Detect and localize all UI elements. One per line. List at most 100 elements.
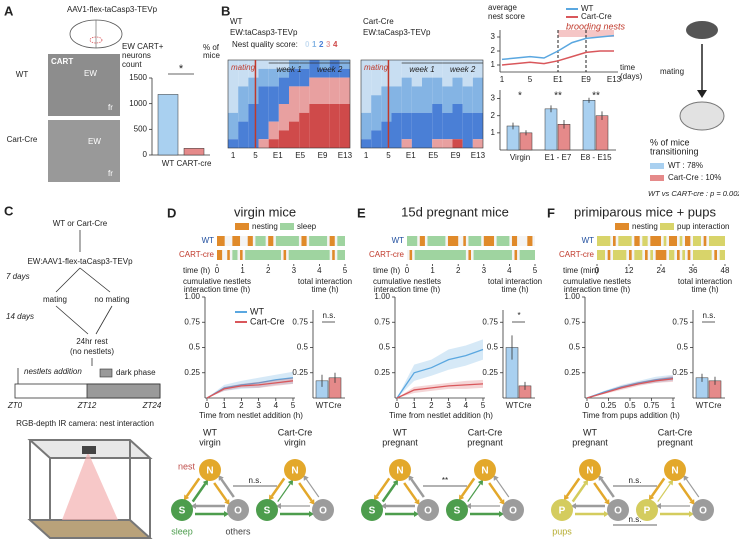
stack-segment — [299, 86, 310, 113]
transition-arrow — [571, 483, 587, 503]
panel-letter: B — [221, 3, 230, 18]
stack-segment — [401, 112, 412, 140]
ethogram-event — [629, 250, 632, 260]
chart-title: total interaction — [298, 277, 352, 286]
bar — [595, 115, 609, 151]
x-tick-label: 0 — [205, 401, 210, 410]
transition-arrow — [220, 478, 235, 498]
week-label: week 2 — [450, 65, 476, 74]
node-label: O — [424, 506, 432, 517]
flow-arrow — [55, 305, 89, 335]
ethogram-event — [427, 236, 446, 246]
stack-segment — [329, 104, 340, 148]
x-tick-label: 0.5 — [624, 401, 636, 410]
chart-title: interaction time (h) — [184, 285, 251, 294]
y-tick-label: 0.5 — [569, 343, 581, 352]
comparison-label: n.s. — [629, 515, 642, 524]
transition-arrow — [298, 482, 313, 502]
ethogram-event — [618, 236, 632, 246]
stack-segment — [422, 60, 433, 78]
arrow-head — [598, 475, 604, 481]
ethogram-event — [337, 236, 345, 246]
y-tick-label: 0.5 — [379, 343, 391, 352]
y-tick-label: 0.5 — [487, 343, 499, 352]
state-node — [361, 499, 383, 521]
arrow-head — [477, 479, 484, 486]
stack-segment — [472, 112, 483, 140]
ethogram-event — [645, 250, 648, 260]
x-tick-label: E5 — [428, 151, 438, 160]
transition-arrow — [381, 483, 397, 503]
flow-delay: 7 days — [6, 272, 30, 281]
ethogram-event — [677, 250, 680, 260]
stack-segment — [299, 60, 310, 69]
y-axis-title: EW CART+ — [122, 42, 164, 51]
ethogram-event — [245, 250, 281, 260]
y-tick-label: 0.75 — [672, 317, 688, 326]
chart-title: cumulative nestlets — [373, 277, 441, 286]
panel-letter: A — [4, 3, 14, 18]
chart-title: nest score — [488, 12, 525, 21]
stack-segment — [339, 60, 350, 69]
ethogram-event — [511, 236, 518, 246]
arrow-head — [191, 503, 196, 509]
chart-title: cumulative nestlets — [563, 277, 631, 286]
chart-title: time (h) — [311, 285, 338, 294]
arrow-head — [373, 494, 380, 501]
ethogram-event — [275, 236, 299, 246]
y-axis-title: mice — [203, 51, 220, 60]
ethogram-event — [527, 236, 533, 246]
legend-label: WT — [250, 306, 264, 316]
x-tick-label: 4 — [507, 266, 512, 275]
chart-title: average — [488, 3, 517, 12]
camera-caption: RGB-depth IR camera: nest interaction — [16, 419, 154, 428]
camera — [82, 446, 96, 454]
image-label: EW — [84, 69, 97, 78]
stack-segment — [401, 139, 412, 148]
mating-label: mating — [231, 63, 256, 72]
ethogram-event — [685, 236, 691, 246]
state-node — [389, 459, 411, 481]
comparison-label: n.s. — [629, 476, 642, 485]
legend-label: 0 — [305, 40, 310, 49]
transition-arrow — [600, 478, 615, 498]
x-axis-title: Time from nestlet addition (h) — [389, 411, 493, 420]
x-tick-label: 0 — [585, 401, 590, 410]
legend-label: Cart-Cre : 10% — [668, 173, 721, 182]
x-tick-label: 1 — [500, 75, 505, 84]
histology-image — [48, 120, 120, 182]
ethogram-event — [309, 236, 328, 246]
arrow-head — [414, 511, 419, 517]
transition-arrow — [678, 482, 693, 502]
state-node — [502, 499, 524, 521]
arrow-head — [604, 511, 609, 517]
row-label: WT — [582, 236, 595, 245]
arrow-head — [499, 499, 505, 505]
flow-delay: 14 days — [6, 312, 34, 321]
bar — [183, 148, 205, 156]
node-label: O — [509, 506, 517, 517]
ethogram-event — [247, 236, 253, 246]
arrow-head — [276, 503, 281, 509]
node-label: N — [206, 466, 213, 477]
stack-segment — [268, 86, 279, 122]
transition-arrow — [375, 477, 391, 497]
stack-segment — [381, 86, 392, 122]
network-title: Cart-Cre — [468, 427, 503, 437]
arrow-head — [656, 503, 661, 509]
x-tick-label: 2 — [429, 401, 434, 410]
series-line — [206, 377, 294, 399]
ethogram-event — [642, 236, 648, 246]
transition-arrow — [277, 483, 291, 502]
x-tick-label: 5 — [343, 266, 348, 275]
stack-segment — [472, 60, 483, 78]
legend-swatch — [650, 163, 664, 169]
stack-segment — [442, 60, 453, 87]
image-label: CART — [51, 57, 73, 66]
stack-segment — [319, 104, 330, 148]
node-label: O — [699, 506, 707, 517]
x-tick-label: 0 — [215, 266, 220, 275]
state-node — [551, 499, 573, 521]
node-label: O — [234, 506, 242, 517]
stack-segment — [411, 60, 422, 87]
